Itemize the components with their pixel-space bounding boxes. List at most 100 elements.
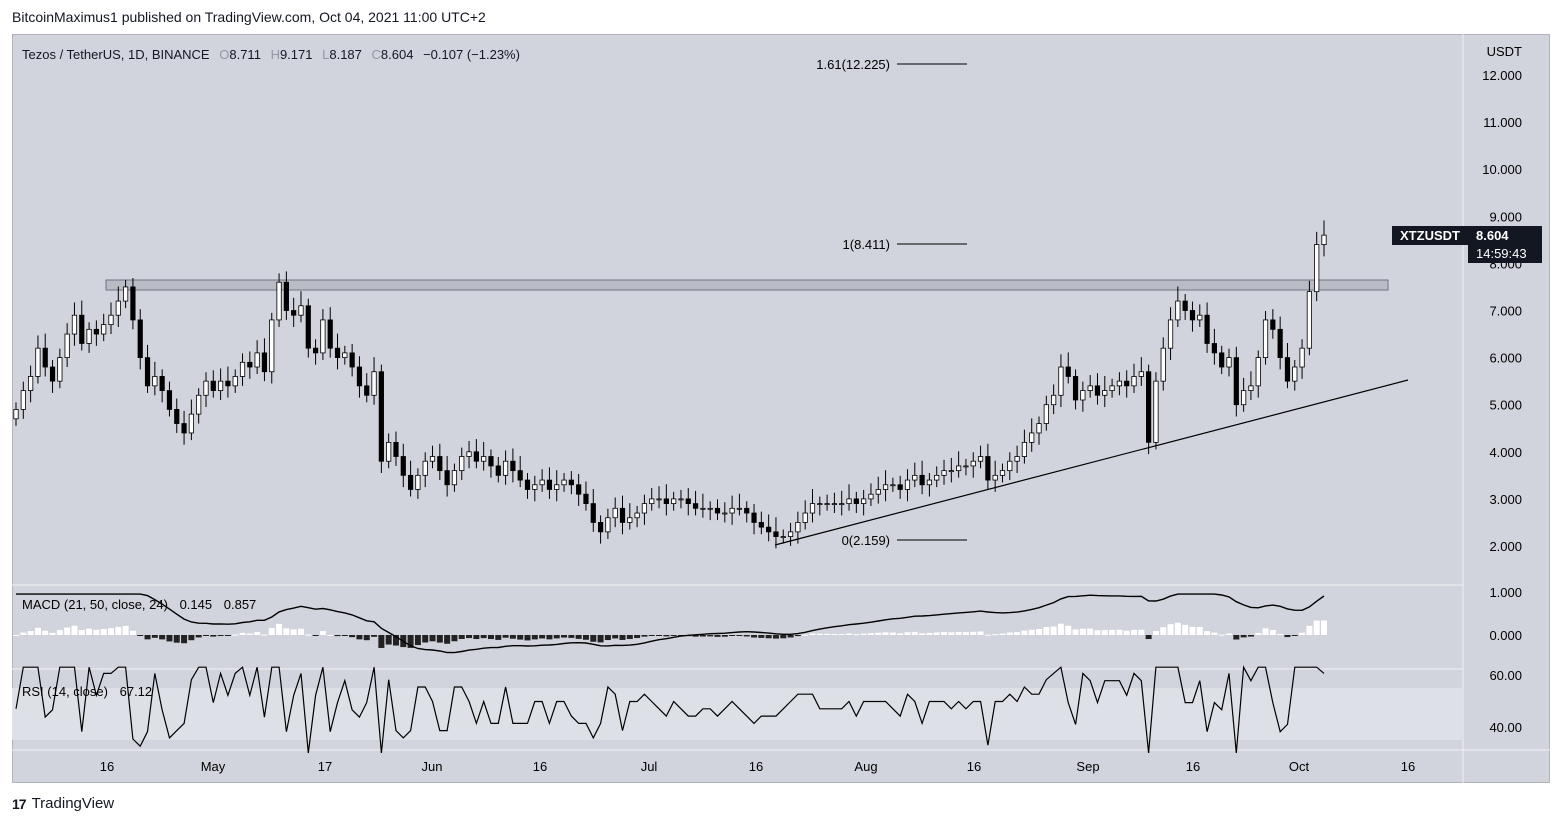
candle-body[interactable]: [1292, 366, 1298, 382]
candle-body[interactable]: [210, 380, 216, 391]
chart-canvas[interactable]: 1.61(12.225) 1(8.411) 0(2.159) Tezos / T…: [0, 0, 1562, 790]
candle-body[interactable]: [1131, 376, 1137, 387]
candle-body[interactable]: [1014, 456, 1020, 462]
candle-body[interactable]: [831, 503, 838, 506]
candle-body[interactable]: [239, 361, 246, 377]
candle-body[interactable]: [1182, 300, 1188, 311]
candle-body[interactable]: [305, 305, 311, 349]
candle-body[interactable]: [554, 484, 560, 490]
candle-body[interactable]: [1043, 404, 1049, 424]
candle-body[interactable]: [824, 503, 830, 506]
candle-body[interactable]: [1160, 347, 1166, 382]
candle-body[interactable]: [64, 333, 70, 358]
candle-body[interactable]: [1321, 234, 1327, 245]
candle-body[interactable]: [1262, 319, 1269, 359]
candle-body[interactable]: [700, 507, 706, 510]
candle-body[interactable]: [546, 479, 553, 490]
candle-body[interactable]: [802, 512, 808, 523]
candle-body[interactable]: [846, 498, 852, 505]
candle-body[interactable]: [254, 352, 260, 368]
candle-body[interactable]: [787, 531, 794, 537]
candle-body[interactable]: [1153, 380, 1159, 443]
candle-body[interactable]: [437, 456, 443, 472]
candle-body[interactable]: [79, 314, 85, 344]
candle-body[interactable]: [86, 328, 92, 344]
candle-body[interactable]: [912, 474, 918, 481]
candle-body[interactable]: [1124, 380, 1130, 387]
candle-body[interactable]: [269, 319, 275, 373]
candle-body[interactable]: [1226, 357, 1232, 368]
candle-body[interactable]: [1233, 357, 1239, 406]
candle-body[interactable]: [605, 517, 611, 533]
candle-body[interactable]: [561, 479, 567, 486]
candle-body[interactable]: [13, 409, 19, 420]
candle-body[interactable]: [839, 503, 845, 506]
candle-body[interactable]: [1219, 352, 1225, 368]
footer-brand[interactable]: TradingView: [31, 795, 115, 812]
candle-body[interactable]: [159, 376, 165, 391]
candle-body[interactable]: [1146, 371, 1152, 443]
candle-body[interactable]: [817, 503, 823, 506]
candle-body[interactable]: [539, 479, 545, 486]
candle-body[interactable]: [393, 441, 399, 457]
candle-body[interactable]: [1241, 390, 1247, 406]
candle-body[interactable]: [502, 460, 509, 476]
candle-body[interactable]: [1211, 343, 1217, 354]
candle-body[interactable]: [977, 456, 984, 462]
candle-body[interactable]: [1021, 441, 1028, 457]
candle-body[interactable]: [1138, 371, 1144, 377]
candle-body[interactable]: [890, 484, 896, 487]
candle-body[interactable]: [481, 456, 487, 462]
candle-body[interactable]: [1167, 319, 1174, 349]
candle-body[interactable]: [583, 493, 589, 505]
candle-body[interactable]: [298, 305, 304, 316]
candle-body[interactable]: [780, 536, 786, 538]
candle-body[interactable]: [152, 376, 158, 387]
candle-body[interactable]: [956, 465, 962, 472]
candle-body[interactable]: [1204, 314, 1210, 344]
candle-body[interactable]: [1306, 291, 1312, 349]
candle-body[interactable]: [707, 507, 713, 510]
candle-body[interactable]: [400, 456, 406, 476]
candle-body[interactable]: [444, 470, 450, 486]
candle-body[interactable]: [882, 484, 889, 490]
candle-body[interactable]: [663, 498, 669, 505]
candle-body[interactable]: [524, 479, 531, 490]
candle-body[interactable]: [115, 300, 121, 316]
candle-body[interactable]: [1299, 347, 1305, 368]
candle-body[interactable]: [985, 456, 991, 481]
candle-body[interactable]: [1189, 310, 1196, 321]
candle-body[interactable]: [203, 380, 209, 396]
candle-body[interactable]: [678, 498, 684, 501]
candle-body[interactable]: [71, 314, 78, 335]
candle-body[interactable]: [641, 503, 648, 514]
candle-body[interactable]: [473, 451, 479, 462]
candle-body[interactable]: [334, 347, 341, 358]
candle-body[interactable]: [963, 465, 969, 468]
candle-body[interactable]: [612, 507, 618, 519]
candle-body[interactable]: [35, 347, 41, 377]
candle-body[interactable]: [904, 479, 911, 490]
candle-body[interactable]: [181, 423, 187, 434]
candle-body[interactable]: [356, 366, 363, 387]
candle-body[interactable]: [130, 286, 136, 321]
candle-body[interactable]: [247, 361, 253, 368]
candle-body[interactable]: [685, 498, 691, 505]
candle-body[interactable]: [196, 394, 202, 415]
candle-body[interactable]: [853, 498, 859, 505]
candle-body[interactable]: [1087, 385, 1093, 391]
candle-body[interactable]: [144, 357, 151, 387]
candle-body[interactable]: [312, 347, 319, 354]
candle-body[interactable]: [1197, 314, 1203, 321]
candle-body[interactable]: [1007, 460, 1013, 472]
candle-body[interactable]: [466, 451, 472, 457]
candle-body[interactable]: [283, 281, 289, 311]
candle-body[interactable]: [1036, 423, 1042, 434]
chart-frame[interactable]: [12, 34, 1550, 783]
candle-body[interactable]: [20, 390, 26, 410]
support-trendline[interactable]: [774, 379, 1409, 546]
candle-body[interactable]: [692, 503, 699, 509]
candle-body[interactable]: [166, 390, 173, 410]
candle-body[interactable]: [773, 531, 779, 537]
candle-body[interactable]: [868, 493, 874, 500]
